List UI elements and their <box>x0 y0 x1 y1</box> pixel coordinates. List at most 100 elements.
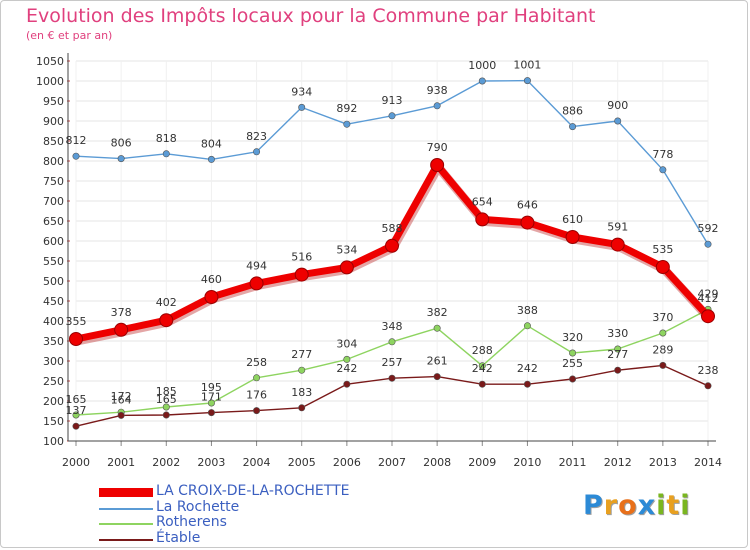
data-label-la-rochette: 886 <box>562 105 583 118</box>
data-point-rotherens <box>343 355 351 363</box>
data-point-rotherens <box>478 362 486 370</box>
x-tick-label: 2012 <box>604 456 632 469</box>
x-tick-label: 2002 <box>152 456 180 469</box>
data-point-la-rochette <box>298 103 306 111</box>
data-point-la-rochette <box>117 155 125 163</box>
proxiti-logo: Proxiti <box>583 490 691 521</box>
chart-title: Evolution des Impôts locaux pour la Comm… <box>26 5 596 27</box>
data-point--table <box>117 411 125 419</box>
data-point--table <box>569 375 577 383</box>
data-label--table: 261 <box>427 355 448 368</box>
data-label-la-rochette: 592 <box>698 222 719 235</box>
data-label-rotherens: 330 <box>607 327 628 340</box>
data-label--table: 183 <box>291 386 312 399</box>
data-point-la-croix-de-la-rochette <box>655 260 670 274</box>
data-label-la-croix-de-la-rochette: 588 <box>382 222 403 235</box>
y-tick-label: 550 <box>43 255 64 268</box>
data-label-la-croix-de-la-rochette: 534 <box>336 243 357 256</box>
data-point--table <box>523 380 531 388</box>
data-label-rotherens: 388 <box>517 304 538 317</box>
data-label--table: 277 <box>607 348 628 361</box>
data-point-rotherens <box>569 349 577 357</box>
y-tick-label: 800 <box>43 155 64 168</box>
data-label-la-rochette: 900 <box>607 99 628 112</box>
x-tick-label: 2004 <box>243 456 271 469</box>
y-tick-label: 400 <box>43 315 64 328</box>
data-label--table: 238 <box>698 364 719 377</box>
data-label-la-rochette: 812 <box>66 134 87 147</box>
data-label-rotherens: 185 <box>156 385 177 398</box>
chart-plot: 100 150 200 250 300 350 400 450 500 550 600 650 700 7… <box>36 53 722 469</box>
y-tick-label: 950 <box>43 95 64 108</box>
data-point--table <box>433 373 441 381</box>
data-point--table <box>614 366 622 374</box>
data-label-rotherens: 348 <box>382 320 403 333</box>
data-label-rotherens: 277 <box>291 348 312 361</box>
data-point-la-croix-de-la-rochette <box>159 313 174 328</box>
x-tick-label: 2003 <box>197 456 225 469</box>
data-label-la-rochette: 806 <box>111 137 132 150</box>
data-point-la-rochette <box>162 150 170 158</box>
data-point-la-rochette <box>72 152 80 160</box>
logo-letter: o <box>618 490 638 521</box>
logo-letter: t <box>666 490 681 521</box>
y-tick-label: 100 <box>43 435 64 448</box>
y-tick-label: 300 <box>43 355 64 368</box>
data-label--table: 164 <box>111 393 132 406</box>
data-label-la-croix-de-la-rochette: 654 <box>472 195 493 208</box>
data-label-la-croix-de-la-rochette: 790 <box>427 141 448 154</box>
legend-swatch <box>99 523 153 525</box>
y-tick-label: 900 <box>43 115 64 128</box>
x-tick-label: 2001 <box>107 456 135 469</box>
data-point-la-croix-de-la-rochette <box>294 267 309 282</box>
logo-letter: P <box>583 490 604 521</box>
data-label-la-croix-de-la-rochette: 402 <box>156 296 177 309</box>
x-tick-label: 2014 <box>694 456 722 469</box>
data-point-la-rochette <box>207 155 215 163</box>
data-label-rotherens: 320 <box>562 331 583 344</box>
y-tick-label: 850 <box>43 135 64 148</box>
data-label-la-croix-de-la-rochette: 355 <box>66 315 87 328</box>
data-label-la-croix-de-la-rochette: 646 <box>517 199 538 212</box>
data-point-la-croix-de-la-rochette <box>701 309 715 324</box>
data-point-rotherens <box>298 366 306 374</box>
y-tick-label: 750 <box>43 175 64 188</box>
data-point-rotherens <box>207 399 215 407</box>
legend-label: LA CROIX-DE-LA-ROCHETTE <box>156 483 350 499</box>
data-label-rotherens: 370 <box>652 311 673 324</box>
data-point--table <box>659 361 667 369</box>
y-tick-label: 350 <box>43 335 64 348</box>
data-label-la-croix-de-la-rochette: 610 <box>562 213 583 226</box>
data-point-la-croix-de-la-rochette <box>114 322 129 337</box>
data-point-la-rochette <box>433 102 441 110</box>
data-label-rotherens: 258 <box>246 356 267 369</box>
y-tick-label: 200 <box>43 395 64 408</box>
data-point-rotherens <box>253 374 261 382</box>
data-point-la-rochette <box>614 117 622 125</box>
legend-label: Rotherens <box>156 514 227 530</box>
data-label--table: 176 <box>246 389 267 402</box>
logo-letter: i <box>680 490 691 521</box>
x-tick-label: 2013 <box>649 456 677 469</box>
data-point--table <box>298 404 306 412</box>
data-label-la-croix-de-la-rochette: 516 <box>291 251 312 264</box>
data-label--table: 242 <box>517 362 538 375</box>
legend-swatch <box>99 488 153 497</box>
data-label-la-croix-de-la-rochette: 460 <box>201 273 222 286</box>
data-label--table: 137 <box>66 404 87 417</box>
data-point-la-rochette <box>704 240 712 248</box>
data-point-la-croix-de-la-rochette <box>430 158 445 172</box>
data-label-la-rochette: 778 <box>652 148 673 161</box>
data-point--table <box>207 409 215 417</box>
data-point-la-croix-de-la-rochette <box>249 276 264 291</box>
data-point-la-croix-de-la-rochette <box>69 332 83 346</box>
data-point-la-croix-de-la-rochette <box>204 290 219 304</box>
data-label-la-rochette: 892 <box>336 102 357 115</box>
data-point-la-rochette <box>343 120 351 128</box>
data-point-rotherens <box>659 329 667 337</box>
data-label-la-rochette: 823 <box>246 130 267 143</box>
legend-label: La Rochette <box>156 498 240 515</box>
data-point-rotherens <box>433 324 441 332</box>
data-point-la-croix-de-la-rochette <box>520 215 535 230</box>
